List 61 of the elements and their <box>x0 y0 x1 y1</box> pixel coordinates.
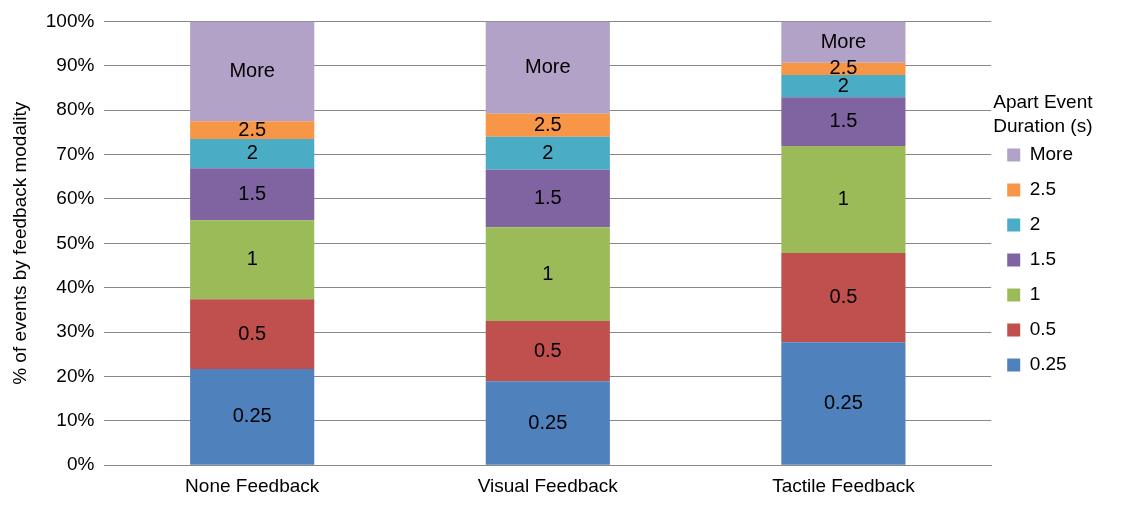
text: 0.25 <box>823 391 863 413</box>
text: 0.5 <box>238 321 267 344</box>
y-tick-label: 50% <box>56 231 95 253</box>
bar <box>485 136 610 170</box>
bar <box>190 21 315 122</box>
text: 1.5 <box>533 185 562 208</box>
x-tick-label: Visual Feedback <box>477 474 619 496</box>
bar <box>485 227 610 321</box>
text: 2.5 <box>238 117 267 140</box>
bar <box>781 342 906 465</box>
bar <box>781 75 906 98</box>
text: 2 <box>246 141 258 164</box>
y-tick-label: 100% <box>45 9 95 31</box>
text: 1 <box>246 247 258 270</box>
text: 1.5 <box>829 109 858 132</box>
x-tick-label: None Feedback <box>185 474 320 496</box>
y-tick-label: 10% <box>56 409 95 431</box>
text: 0.25 <box>232 404 272 427</box>
legend-label: More <box>1029 143 1074 165</box>
y-tick-label: 0% <box>66 453 95 475</box>
y-tick-label: 90% <box>56 54 95 76</box>
bar <box>781 97 906 147</box>
legend-label: 2.5 <box>1029 178 1057 200</box>
legend-label: 2 <box>1029 213 1041 235</box>
y-tick-label: 20% <box>56 364 95 386</box>
text: 2 <box>542 140 554 163</box>
legend-label: 1 <box>1029 283 1041 305</box>
bar <box>485 320 610 382</box>
bar <box>781 146 906 254</box>
text: 0.25 <box>528 410 568 433</box>
text: 0.5 <box>533 338 562 361</box>
legend-label: 1.5 <box>1029 248 1057 270</box>
text: More <box>229 58 275 81</box>
legend-label: 0.5 <box>1029 318 1057 340</box>
legend-title: Apart Event Duration (s) <box>993 90 1094 136</box>
y-axis-title: % of events by feedback modality <box>8 101 30 385</box>
text: More <box>525 55 571 78</box>
bar <box>781 253 906 343</box>
text: 2.5 <box>533 112 562 135</box>
text: 1 <box>542 261 554 284</box>
y-tick-label: 30% <box>56 320 95 342</box>
x-tick-label: Tactile Feedback <box>772 474 916 496</box>
y-tick-label: 70% <box>56 142 95 164</box>
text: 1 <box>837 187 849 210</box>
bar <box>190 299 315 369</box>
y-tick-label: 40% <box>56 275 95 297</box>
bar <box>485 169 610 228</box>
y-tick-label: 60% <box>56 187 95 209</box>
bar <box>485 381 610 465</box>
text: 1.5 <box>238 181 267 204</box>
legend-label: 0.25 <box>1029 353 1067 375</box>
bar <box>190 368 315 465</box>
bar <box>190 121 315 140</box>
bar <box>190 139 315 169</box>
y-tick-label: 80% <box>56 98 95 120</box>
text: More <box>820 29 867 52</box>
bar <box>485 21 610 114</box>
bar <box>485 113 610 137</box>
bar <box>190 220 315 300</box>
bar <box>190 168 315 221</box>
text: 0.5 <box>829 285 858 308</box>
